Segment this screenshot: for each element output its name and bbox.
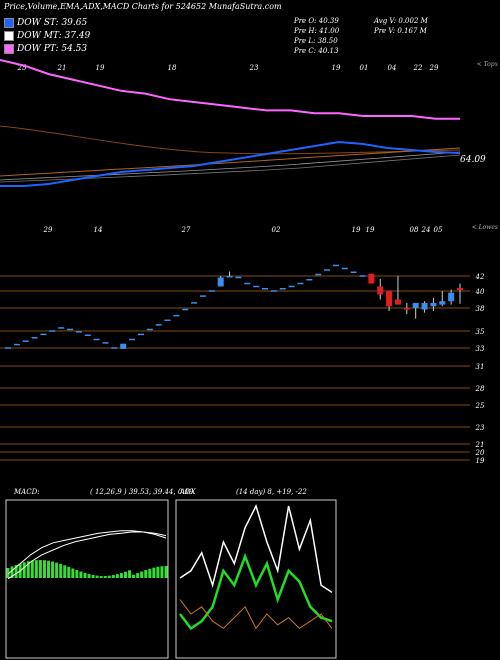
price-date-label: 02 xyxy=(272,226,281,234)
dow-pt-label: DOW PT: 54.53 xyxy=(17,44,88,54)
dow-pt-entry: DOW PT: 54.53 xyxy=(4,43,90,56)
volume-block: Avg V: 0.002 M Pre V: 0.167 M xyxy=(374,16,428,36)
adx-label: ADX xyxy=(179,488,197,496)
price-tick-label: 25 xyxy=(475,402,485,410)
candle-body xyxy=(120,343,127,349)
dow-st-entry: DOW ST: 39.65 xyxy=(4,17,90,30)
ema-long-curve xyxy=(0,125,461,155)
prev-high: Pre H: 41.00 xyxy=(294,27,340,35)
dow-mt-swatch xyxy=(4,30,14,41)
top-series-lines xyxy=(0,59,461,187)
minus-di-line xyxy=(179,599,333,630)
price-panel: < Lowes 29 14 27 02 19 19 08 24 05 42 40 38 35 33 31 2… xyxy=(0,224,498,465)
ema-mid-curve xyxy=(0,147,461,177)
candle-body xyxy=(226,276,233,278)
price-corner-label: < Lowes xyxy=(472,224,498,231)
price-date-labels: 29 14 27 02 19 19 08 24 05 xyxy=(43,226,443,234)
top-date-label: 01 xyxy=(360,64,369,72)
price-candles xyxy=(5,264,463,349)
candle-body xyxy=(457,288,463,291)
price-tick-label: 35 xyxy=(476,328,485,336)
price-tick-label: 21 xyxy=(475,441,485,449)
top-corner-label: < Topx xyxy=(477,61,499,68)
price-date-label: 08 xyxy=(410,226,419,234)
prev-low: Pre L: 38.50 xyxy=(294,37,338,45)
ohlc-block: Pre O: 40.39 Pre H: 41.00 Pre L: 38.50 P… xyxy=(294,16,339,56)
macd-label: MACD: xyxy=(13,488,40,496)
candle-body xyxy=(403,308,410,310)
top-date-label: 19 xyxy=(96,64,105,72)
dow-mt-entry: DOW MT: 37.49 xyxy=(4,30,90,43)
plus-di-line xyxy=(179,552,333,631)
dow-pt-swatch xyxy=(4,43,14,54)
dow-st-label: DOW ST: 39.65 xyxy=(17,18,88,28)
adx-line xyxy=(179,503,333,594)
price-tick-label: 42 xyxy=(475,273,485,281)
candle-body xyxy=(368,273,375,284)
candle-body xyxy=(439,301,446,305)
prev-open: Pre O: 40.39 xyxy=(294,17,339,25)
price-date-label: 05 xyxy=(434,226,443,234)
price-date-label: 27 xyxy=(181,226,191,234)
price-tick-label: 40 xyxy=(475,288,485,296)
price-date-label: 14 xyxy=(94,226,103,234)
macd-panel: MACD: ( 12,26,9 ) 39.53, 39.44, 0.09 xyxy=(5,488,194,659)
dow-mt-label: DOW MT: 37.49 xyxy=(17,31,91,41)
price-date-label: 19 xyxy=(352,226,361,234)
macd-params: ( 12,26,9 ) 39.53, 39.44, 0.09 xyxy=(90,488,194,496)
price-tick-label: 20 xyxy=(475,449,485,457)
top-date-label: 25 xyxy=(17,64,27,72)
avg-volume: Avg V: 0.002 M xyxy=(374,17,428,25)
dow-st-line xyxy=(0,140,461,187)
price-tick-label: 33 xyxy=(476,345,485,353)
prev-close: Pre C: 40.13 xyxy=(294,47,339,55)
top-date-label: 23 xyxy=(249,64,259,72)
ema-panel: < Topx 64.09 25 21 19 18 23 19 01 04 22 29 xyxy=(0,59,499,187)
macd-plot xyxy=(6,530,168,580)
adx-plot xyxy=(179,503,333,631)
dow-legend: DOW ST: 39.65 DOW MT: 37.49 DOW PT: 54.5… xyxy=(4,17,90,56)
chart-title: Price,Volume,EMA,ADX,MACD Charts for 524… xyxy=(4,2,282,11)
price-tick-label: 19 xyxy=(476,457,485,465)
top-date-labels: 25 21 19 18 23 19 01 04 22 29 xyxy=(17,64,439,72)
top-date-label: 19 xyxy=(332,64,341,72)
top-date-label: 29 xyxy=(429,64,439,72)
adx-panel: ADX (14 day) 8, +19, -22 xyxy=(175,488,337,659)
adx-box xyxy=(175,499,337,659)
price-date-label: 24 xyxy=(421,226,431,234)
price-tick-label: 28 xyxy=(475,385,485,393)
candle-body xyxy=(421,302,428,310)
price-tick-label: 23 xyxy=(475,424,485,432)
candle-body xyxy=(377,286,384,295)
dow-st-swatch xyxy=(4,17,14,28)
price-tick-label: 38 xyxy=(476,305,485,313)
ema-grey-curve xyxy=(0,151,461,181)
top-date-label: 21 xyxy=(57,64,67,72)
candle-body xyxy=(430,302,437,307)
dow-pt-line xyxy=(0,59,460,120)
candle-body xyxy=(217,277,224,287)
candle-body xyxy=(394,299,401,305)
last-value-label: 64.09 xyxy=(460,155,486,165)
prev-volume: Pre V: 0.167 M xyxy=(374,27,427,35)
top-date-label: 22 xyxy=(413,64,423,72)
macd-signal-line xyxy=(7,531,167,580)
price-tick-label: 31 xyxy=(476,363,485,371)
adx-params: (14 day) 8, +19, -22 xyxy=(236,488,307,496)
top-date-label: 04 xyxy=(388,64,397,72)
candle-body xyxy=(386,291,393,307)
price-date-label: 29 xyxy=(43,226,53,234)
top-date-label: 18 xyxy=(168,64,177,72)
candle-body xyxy=(412,302,419,308)
candle-body xyxy=(448,292,455,302)
macd-box xyxy=(5,499,169,659)
price-date-label: 19 xyxy=(366,226,375,234)
